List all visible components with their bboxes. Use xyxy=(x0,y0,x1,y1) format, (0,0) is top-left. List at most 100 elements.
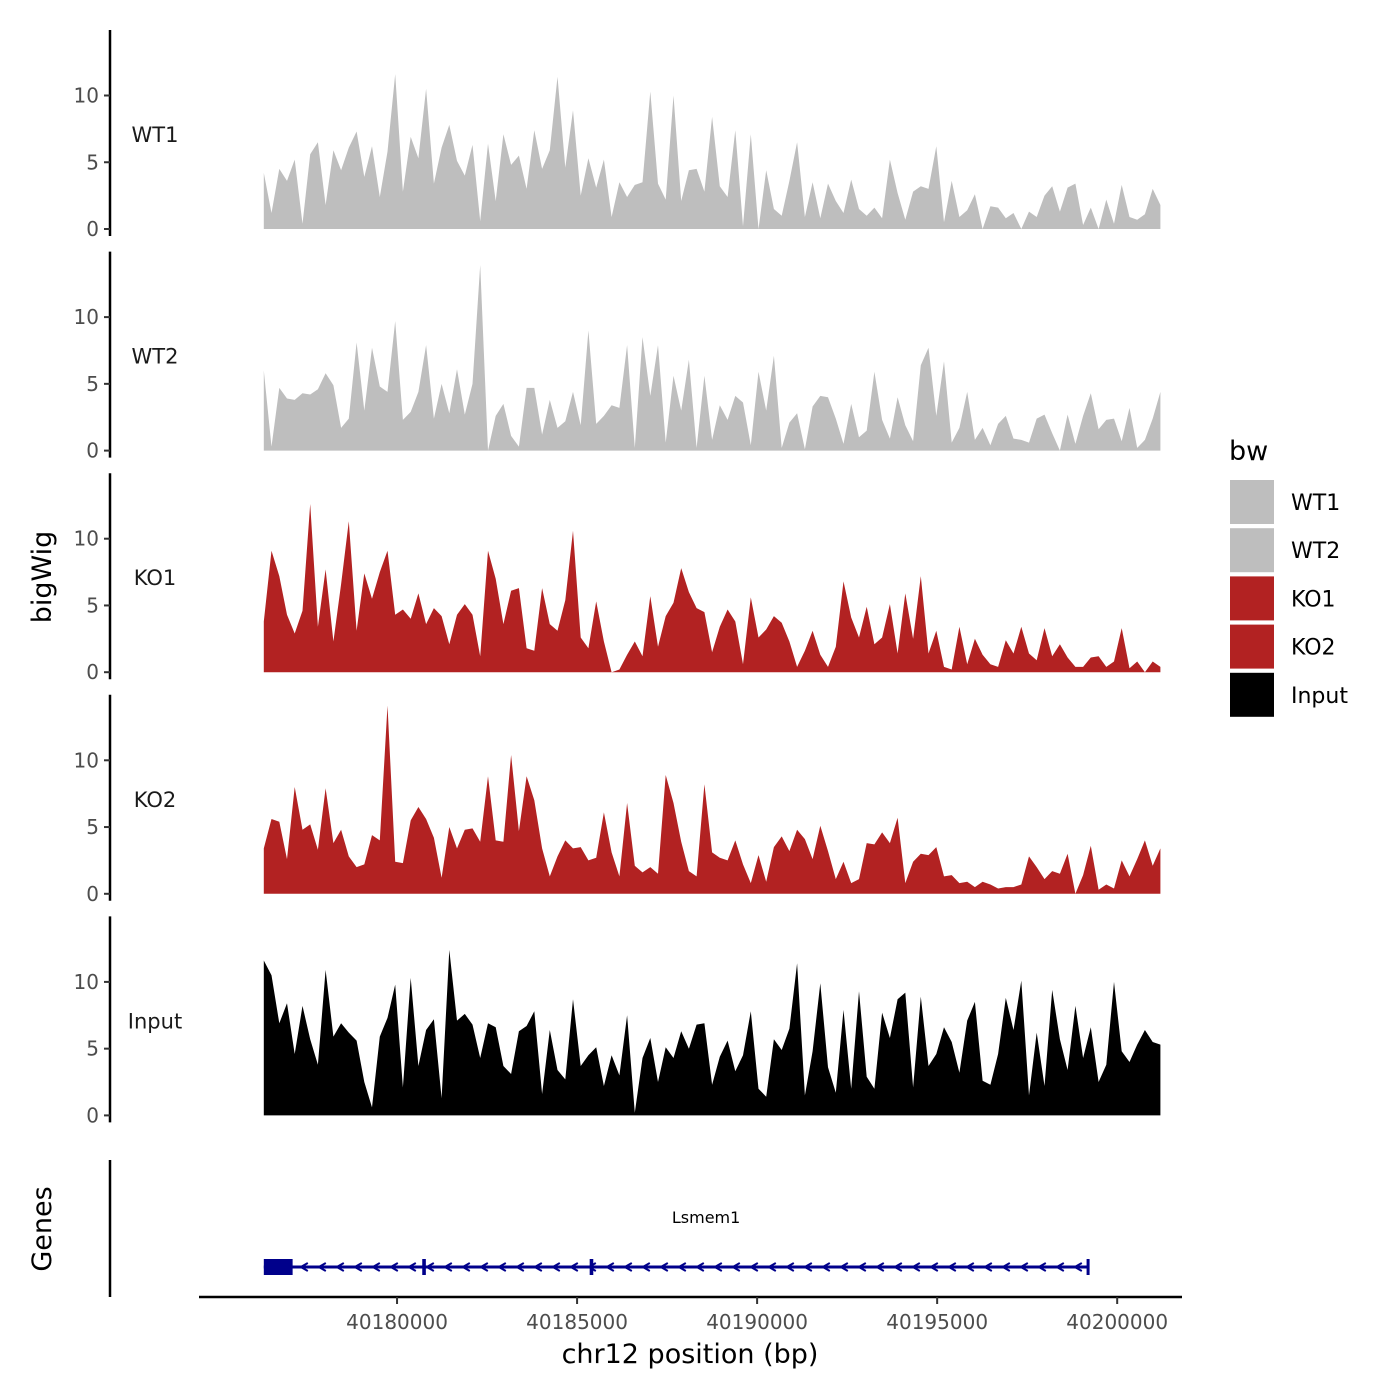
strand-arrow xyxy=(424,1262,435,1272)
strand-arrow xyxy=(892,1262,903,1272)
legend-item-ko2: KO2 xyxy=(1230,624,1336,669)
strand-arrow xyxy=(982,1262,993,1272)
strand-arrow xyxy=(1072,1262,1083,1272)
strand-arrow xyxy=(964,1262,975,1272)
track-wt2-area xyxy=(263,265,1161,451)
legend-item-input: Input xyxy=(1230,672,1348,717)
strand-arrow xyxy=(928,1262,939,1272)
x-tick-label: 40195000 xyxy=(886,1310,988,1334)
y-tick-label: 10 xyxy=(74,748,99,772)
strand-arrow xyxy=(604,1262,615,1272)
strand-arrow xyxy=(676,1262,687,1272)
strand-arrow xyxy=(910,1262,921,1272)
strand-arrow xyxy=(640,1262,651,1272)
track-ko1: 0 5 10 KO1 xyxy=(74,473,1161,684)
strand-arrow xyxy=(946,1262,957,1272)
y-axis-title: bigWig xyxy=(27,531,58,624)
y-tick-label: 5 xyxy=(86,372,99,396)
strand-arrow xyxy=(442,1262,453,1272)
strand-arrow xyxy=(1018,1262,1029,1272)
gene-exon xyxy=(422,1259,426,1275)
strand-arrow xyxy=(514,1262,525,1272)
strand-arrow xyxy=(298,1262,309,1272)
strand-arrow xyxy=(820,1262,831,1272)
track-ko2-area xyxy=(263,705,1161,894)
strand-arrow xyxy=(406,1262,417,1272)
strand-arrow xyxy=(316,1262,327,1272)
y-tick-label: 10 xyxy=(74,84,99,108)
strand-arrow xyxy=(496,1262,507,1272)
legend-key-swatch xyxy=(1230,624,1274,669)
legend-key-swatch xyxy=(1230,480,1274,524)
strand-arrow xyxy=(568,1262,579,1272)
signal-tracks: 0 5 10 WT1 0 5 10 WT2 0 5 10 KO1 0 5 10 KO2 0 5 10 Input xyxy=(74,30,1161,1127)
legend-item-ko1: KO1 xyxy=(1230,576,1336,621)
track-wt2-label: WT2 xyxy=(132,345,179,369)
y-tick-label: 10 xyxy=(74,305,99,329)
y-tick-label: 5 xyxy=(86,1037,99,1061)
legend-label: Input xyxy=(1291,684,1348,709)
strand-arrow xyxy=(1000,1262,1011,1272)
strand-arrow xyxy=(712,1262,723,1272)
track-wt1-label: WT1 xyxy=(132,123,179,147)
y-tick-label: 10 xyxy=(74,970,99,994)
legend-key-swatch xyxy=(1230,672,1274,717)
strand-arrow xyxy=(478,1262,489,1272)
x-tick-label: 40180000 xyxy=(346,1310,448,1334)
strand-arrow xyxy=(1036,1262,1047,1272)
track-wt1-area xyxy=(263,74,1161,229)
strand-arrow xyxy=(730,1262,741,1272)
y-tick-label: 0 xyxy=(86,660,99,684)
strand-arrow xyxy=(658,1262,669,1272)
x-tick-label: 40190000 xyxy=(706,1310,808,1334)
track-wt1: 0 5 10 WT1 xyxy=(74,30,1161,241)
legend-title: bw xyxy=(1229,436,1268,467)
strand-arrow xyxy=(388,1262,399,1272)
legend-label: KO1 xyxy=(1291,587,1336,612)
x-axis-ticks: 40180000 40185000 40190000 40195000 40200000 xyxy=(346,1297,1168,1334)
gene-label: Lsmem1 xyxy=(672,1208,740,1227)
track-ko2-label: KO2 xyxy=(134,788,177,812)
track-ko2: 0 5 10 KO2 xyxy=(74,694,1161,906)
strand-arrow xyxy=(838,1262,849,1272)
y-tick-label: 0 xyxy=(86,1103,99,1127)
track-ko1-label: KO1 xyxy=(134,566,177,590)
strand-arrow xyxy=(784,1262,795,1272)
legend: bw WT1 WT2 KO1 KO2 Input xyxy=(1229,436,1348,717)
gene-exon xyxy=(1086,1259,1090,1275)
y-tick-label: 10 xyxy=(74,527,99,551)
strand-arrow xyxy=(550,1262,561,1272)
gene-model-lsmem1 xyxy=(263,1259,1090,1275)
y-tick-label: 5 xyxy=(86,150,99,174)
track-ko1-area xyxy=(263,504,1161,673)
strand-arrow xyxy=(622,1262,633,1272)
gene-exon xyxy=(263,1259,293,1275)
strand-arrow xyxy=(334,1262,345,1272)
strand-arrow xyxy=(856,1262,867,1272)
x-tick-label: 40200000 xyxy=(1066,1310,1168,1334)
y-tick-label: 5 xyxy=(86,593,99,617)
gene-exon xyxy=(589,1259,594,1275)
strand-arrow xyxy=(370,1262,381,1272)
gene-track: Lsmem1 xyxy=(108,1160,1090,1297)
x-axis-title: chr12 position (bp) xyxy=(562,1339,819,1370)
legend-item-wt1: WT1 xyxy=(1230,480,1340,524)
strand-arrow xyxy=(352,1262,363,1272)
strand-arrow xyxy=(694,1262,705,1272)
y-tick-label: 0 xyxy=(86,439,99,463)
strand-arrow xyxy=(460,1262,471,1272)
track-wt2: 0 5 10 WT2 xyxy=(74,251,1161,463)
strand-arrow xyxy=(766,1262,777,1272)
y-tick-label: 0 xyxy=(86,882,99,906)
strand-arrow xyxy=(802,1262,813,1272)
genes-axis-title: Genes xyxy=(27,1186,58,1271)
x-tick-label: 40185000 xyxy=(526,1310,628,1334)
legend-items: WT1 WT2 KO1 KO2 Input xyxy=(1230,480,1348,717)
track-input-area xyxy=(263,949,1161,1116)
strand-arrow xyxy=(874,1262,885,1272)
legend-key-swatch xyxy=(1230,576,1274,621)
legend-key-swatch xyxy=(1230,528,1274,573)
x-axis: 40180000 40185000 40190000 40195000 40200000 xyxy=(199,1295,1182,1334)
strand-arrow xyxy=(1054,1262,1065,1272)
strand-arrow xyxy=(532,1262,543,1272)
